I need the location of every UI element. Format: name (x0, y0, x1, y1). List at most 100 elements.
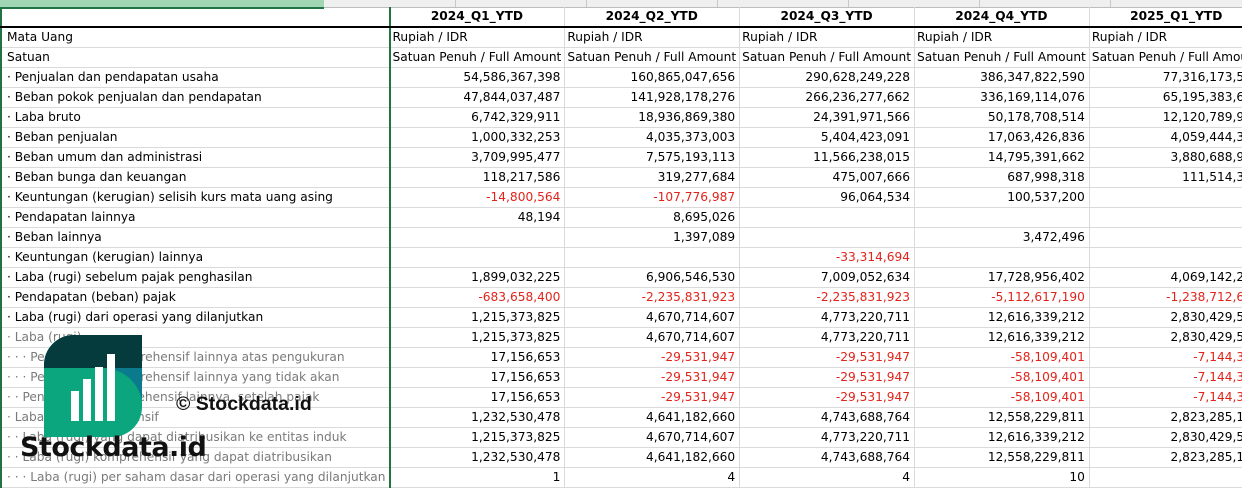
value-cell[interactable]: 4,059,444,383 (1088, 127, 1242, 148)
cell-label-empty[interactable] (0, 7, 391, 28)
value-cell[interactable]: 14,795,391,662 (914, 147, 1090, 168)
value-cell[interactable]: 336,169,114,076 (914, 87, 1090, 108)
value-cell[interactable]: 475,007,666 (739, 167, 915, 188)
value-cell[interactable]: -58,109,401 (914, 347, 1090, 368)
value-cell[interactable]: -107,776,987 (564, 187, 741, 208)
value-cell[interactable]: 5,404,423,091 (739, 127, 915, 148)
value-cell[interactable]: 1,232,530,478 (389, 447, 566, 468)
value-cell[interactable] (1088, 227, 1242, 248)
row-label[interactable]: · Pendapatan lainnya (0, 207, 391, 228)
value-cell[interactable]: 2,830,429,563 (1088, 307, 1242, 328)
unit-cell[interactable]: Satuan Penuh / Full Amount (739, 47, 915, 68)
value-cell[interactable]: 4,035,373,003 (564, 127, 741, 148)
period-header[interactable]: 2024_Q1_YTD (389, 7, 566, 28)
period-header[interactable]: 2024_Q4_YTD (914, 7, 1090, 28)
row-label[interactable]: · Beban penjualan (0, 127, 391, 148)
value-cell[interactable]: 11,566,238,015 (739, 147, 915, 168)
value-cell[interactable]: 12,616,339,212 (914, 307, 1090, 328)
value-cell[interactable]: 4,743,688,764 (739, 447, 915, 468)
value-cell[interactable] (1088, 187, 1242, 208)
currency-cell[interactable]: Rupiah / IDR (564, 26, 741, 48)
value-cell[interactable]: 290,628,249,228 (739, 67, 915, 88)
value-cell[interactable]: -14,800,564 (389, 187, 566, 208)
value-cell[interactable] (1088, 247, 1242, 268)
value-cell[interactable]: 17,728,956,402 (914, 267, 1090, 288)
value-cell[interactable]: 12,616,339,212 (914, 427, 1090, 448)
value-cell[interactable]: 4,773,220,711 (739, 307, 915, 328)
currency-label[interactable]: Mata Uang (0, 26, 391, 48)
row-label[interactable]: · Keuntungan (kerugian) selisih kurs mat… (0, 187, 391, 208)
currency-cell[interactable]: Rupiah / IDR (914, 26, 1090, 48)
value-cell[interactable]: -58,109,401 (914, 367, 1090, 388)
value-cell[interactable]: 10 (914, 467, 1090, 488)
value-cell[interactable]: 17,156,653 (389, 387, 566, 408)
row-label[interactable]: · Pendapatan (beban) pajak (0, 287, 391, 308)
value-cell[interactable]: 4,773,220,711 (739, 427, 915, 448)
value-cell[interactable]: 18,936,869,380 (564, 107, 741, 128)
currency-cell[interactable]: Rupiah / IDR (1088, 26, 1242, 48)
value-cell[interactable]: 17,156,653 (389, 367, 566, 388)
value-cell[interactable]: 12,120,789,919 (1088, 107, 1242, 128)
value-cell[interactable]: 4,641,182,660 (564, 447, 741, 468)
value-cell[interactable]: -7,144,364 (1088, 387, 1242, 408)
value-cell[interactable]: 48,194 (389, 207, 566, 228)
value-cell[interactable]: 6,906,546,530 (564, 267, 741, 288)
value-cell[interactable]: -33,314,694 (739, 247, 915, 268)
value-cell[interactable]: -7,144,364 (1088, 367, 1242, 388)
value-cell[interactable]: 54,586,367,398 (389, 67, 566, 88)
value-cell[interactable]: -2,235,831,923 (739, 287, 915, 308)
value-cell[interactable]: 1,215,373,825 (389, 327, 566, 348)
value-cell[interactable]: 266,236,277,662 (739, 87, 915, 108)
value-cell[interactable]: 141,928,178,276 (564, 87, 741, 108)
value-cell[interactable]: 4 (564, 467, 741, 488)
value-cell[interactable] (564, 247, 741, 268)
value-cell[interactable]: 100,537,200 (914, 187, 1090, 208)
value-cell[interactable]: 3,472,496 (914, 227, 1090, 248)
value-cell[interactable]: -5,112,617,190 (914, 287, 1090, 308)
period-header[interactable]: 2024_Q2_YTD (564, 7, 741, 28)
value-cell[interactable]: 2,823,285,199 (1088, 407, 1242, 428)
value-cell[interactable]: 50,178,708,514 (914, 107, 1090, 128)
value-cell[interactable]: 4,641,182,660 (564, 407, 741, 428)
value-cell[interactable]: 2 (1088, 467, 1242, 488)
value-cell[interactable]: 386,347,822,590 (914, 67, 1090, 88)
value-cell[interactable]: 1 (389, 467, 566, 488)
value-cell[interactable]: -7,144,364 (1088, 347, 1242, 368)
currency-cell[interactable]: Rupiah / IDR (389, 26, 566, 48)
value-cell[interactable]: -683,658,400 (389, 287, 566, 308)
value-cell[interactable] (914, 247, 1090, 268)
value-cell[interactable]: 4,670,714,607 (564, 427, 741, 448)
value-cell[interactable]: 1,232,530,478 (389, 407, 566, 428)
value-cell[interactable]: 77,316,173,569 (1088, 67, 1242, 88)
value-cell[interactable]: 8,695,026 (564, 207, 741, 228)
value-cell[interactable]: -29,531,947 (739, 367, 915, 388)
value-cell[interactable]: 65,195,383,650 (1088, 87, 1242, 108)
value-cell[interactable]: 1,000,332,253 (389, 127, 566, 148)
value-cell[interactable]: 2,823,285,199 (1088, 447, 1242, 468)
row-label[interactable]: · · · Laba (rugi) per saham dasar dari o… (0, 467, 391, 488)
value-cell[interactable]: 319,277,684 (564, 167, 741, 188)
value-cell[interactable] (1088, 207, 1242, 228)
currency-cell[interactable]: Rupiah / IDR (739, 26, 915, 48)
value-cell[interactable] (739, 207, 915, 228)
value-cell[interactable]: 12,558,229,811 (914, 447, 1090, 468)
value-cell[interactable] (739, 227, 915, 248)
value-cell[interactable]: 12,558,229,811 (914, 407, 1090, 428)
value-cell[interactable]: 17,063,426,836 (914, 127, 1090, 148)
value-cell[interactable]: 3,880,688,970 (1088, 147, 1242, 168)
row-label[interactable]: · Beban bunga dan keuangan (0, 167, 391, 188)
unit-label[interactable]: Satuan (0, 47, 391, 68)
value-cell[interactable] (914, 207, 1090, 228)
row-label[interactable]: · Laba bruto (0, 107, 391, 128)
value-cell[interactable]: 4,670,714,607 (564, 307, 741, 328)
value-cell[interactable]: 1,215,373,825 (389, 427, 566, 448)
value-cell[interactable]: -29,531,947 (739, 387, 915, 408)
unit-cell[interactable]: Satuan Penuh / Full Amount (389, 47, 566, 68)
value-cell[interactable]: 47,844,037,487 (389, 87, 566, 108)
period-header[interactable]: 2025_Q1_YTD (1088, 7, 1242, 28)
period-header[interactable]: 2024_Q3_YTD (739, 7, 915, 28)
unit-cell[interactable]: Satuan Penuh / Full Amount (914, 47, 1090, 68)
value-cell[interactable]: 118,217,586 (389, 167, 566, 188)
value-cell[interactable]: 4,670,714,607 (564, 327, 741, 348)
value-cell[interactable]: -1,238,712,640 (1088, 287, 1242, 308)
